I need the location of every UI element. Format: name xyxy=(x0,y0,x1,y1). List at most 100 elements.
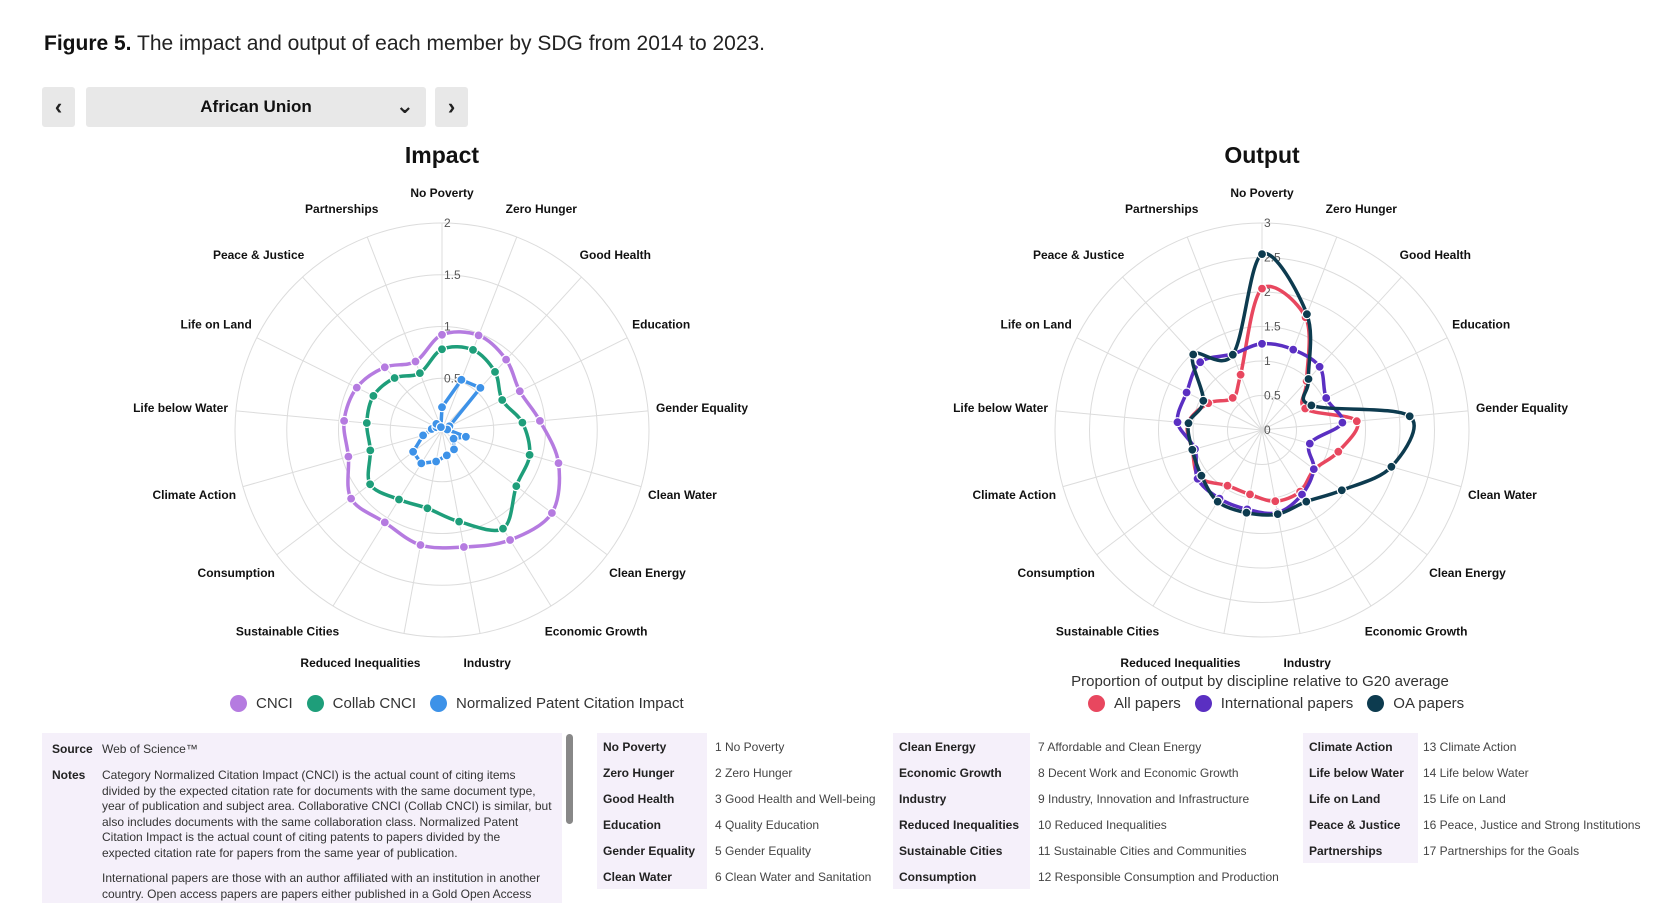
axis-label: Reduced Inequalities xyxy=(300,656,420,670)
legend-item-international-papers[interactable]: International papers xyxy=(1194,695,1353,712)
data-point xyxy=(1188,349,1199,360)
grid-spoke xyxy=(256,337,443,431)
data-point xyxy=(1333,446,1344,457)
data-point xyxy=(501,354,512,365)
grid-spoke xyxy=(366,236,443,431)
sdg-short-name: Reduced Inequalities xyxy=(899,818,1020,832)
data-point xyxy=(511,481,522,492)
legend-swatch xyxy=(1367,695,1385,712)
data-point xyxy=(1212,496,1223,507)
notes-scrollbar[interactable] xyxy=(566,734,573,824)
data-point xyxy=(365,479,376,490)
axis-label: Clean Energy xyxy=(1429,566,1506,580)
axis-label: Consumption xyxy=(1018,566,1095,580)
legend-item-patent-citation[interactable]: Normalized Patent Citation Impact xyxy=(430,695,684,712)
axis-label: Consumption xyxy=(198,566,275,580)
data-point xyxy=(1314,361,1325,372)
sdg-full-name: 8 Decent Work and Economic Growth xyxy=(1038,766,1239,780)
grid-spoke xyxy=(1076,337,1263,431)
data-point xyxy=(393,494,405,505)
member-select-value: African Union xyxy=(200,97,312,116)
sdg-short-name: Good Health xyxy=(603,792,675,806)
grid-spoke xyxy=(1261,429,1462,488)
radar-charts: Impact No Poverty Zero Hunger Good Health Ed… xyxy=(133,142,1568,670)
source-text: Web of Science™ xyxy=(102,742,198,756)
axis-label: Gender Equality xyxy=(656,401,748,415)
data-point xyxy=(524,449,535,460)
data-point xyxy=(379,362,390,373)
sdg-full-name: 9 Industry, Innovation and Infrastructur… xyxy=(1038,792,1250,806)
legend-item-cnci[interactable]: CNCI xyxy=(230,695,293,712)
sdg-short-name: Clean Energy xyxy=(899,740,976,754)
figure-label: Figure 5. xyxy=(44,32,132,55)
data-point xyxy=(368,390,379,401)
grid-spoke xyxy=(1062,429,1263,488)
axis-label: Life below Water xyxy=(953,401,1048,415)
sdg-short-name: Life on Land xyxy=(1309,792,1381,806)
tick-label: 2 xyxy=(1264,285,1271,299)
source-label: Source xyxy=(52,742,93,756)
sdg-full-name: 10 Reduced Inequalities xyxy=(1038,818,1167,832)
data-point xyxy=(436,402,448,413)
next-member-button[interactable]: › xyxy=(435,87,468,127)
grid-spoke xyxy=(1261,337,1448,431)
figure-title: Figure 5. The impact and output of each … xyxy=(44,32,765,56)
sdg-full-name: 11 Sustainable Cities and Communities xyxy=(1038,844,1247,858)
data-point xyxy=(456,374,467,385)
data-point xyxy=(410,356,421,367)
tick-label: 0 xyxy=(1264,423,1271,437)
grid-spoke xyxy=(276,429,443,556)
sdg-short-name: Gender Equality xyxy=(603,844,696,858)
axis-label: Education xyxy=(1452,317,1510,331)
data-point xyxy=(475,382,486,393)
grid-spoke xyxy=(302,276,443,431)
legend-item-all-papers[interactable]: All papers xyxy=(1088,695,1181,712)
member-select[interactable]: African Union ⌄ xyxy=(86,87,426,127)
data-point xyxy=(1270,496,1281,507)
legend-item-oa-papers[interactable]: OA papers xyxy=(1367,695,1464,712)
data-point xyxy=(460,431,471,442)
sdg-full-name: 17 Partnerships for the Goals xyxy=(1423,844,1580,858)
sdg-short-name: Climate Action xyxy=(1309,740,1393,754)
notes-panel[interactable]: Source Web of Science™ Notes Category No… xyxy=(42,733,562,903)
grid-spoke xyxy=(1261,236,1338,431)
grid-spoke xyxy=(441,429,481,634)
data-point xyxy=(1301,309,1313,320)
axis-label: Peace & Justice xyxy=(213,248,305,262)
data-point xyxy=(1235,369,1246,380)
axis-label: Clean Water xyxy=(648,488,717,502)
sdg-full-name: 6 Clean Water and Sanitation xyxy=(715,870,872,884)
sdg-full-name: 15 Life on Land xyxy=(1423,792,1506,806)
sdg-key-shade xyxy=(1303,733,1418,863)
axis-label: No Poverty xyxy=(1230,186,1294,200)
axis-label: Partnerships xyxy=(1125,202,1199,216)
data-point xyxy=(1227,392,1238,403)
data-point xyxy=(534,415,546,426)
legend-label: OA papers xyxy=(1393,695,1465,712)
axis-label: Climate Action xyxy=(972,488,1056,502)
data-point xyxy=(422,503,433,514)
data-point xyxy=(435,422,446,433)
axis-label: Peace & Justice xyxy=(1033,248,1125,262)
axis-label: Climate Action xyxy=(152,488,236,502)
data-point xyxy=(1195,357,1206,368)
sdg-short-name: Partnerships xyxy=(1309,844,1383,858)
data-point xyxy=(1337,417,1348,428)
grid-spoke xyxy=(1261,429,1372,607)
sdg-short-name: Economic Growth xyxy=(899,766,1002,780)
axis-label: Good Health xyxy=(580,248,651,262)
axis-label: Sustainable Cities xyxy=(236,625,340,639)
legend-item-collab-cnci[interactable]: Collab CNCI xyxy=(306,695,417,712)
data-point xyxy=(1244,489,1256,500)
grid-spoke xyxy=(1261,276,1402,431)
previous-member-button[interactable]: ‹ xyxy=(42,87,75,127)
data-point xyxy=(505,534,516,546)
grid-spoke xyxy=(242,429,443,488)
legend-label: Collab CNCI xyxy=(332,695,417,712)
impact-legend: CNCI Collab CNCI Normalized Patent Citat… xyxy=(230,695,698,712)
axis-label: Zero Hunger xyxy=(506,202,578,216)
axis-label: Industry xyxy=(464,656,512,670)
sdg-full-name: 4 Quality Education xyxy=(715,818,820,832)
data-point xyxy=(408,446,419,457)
data-point xyxy=(448,444,460,455)
